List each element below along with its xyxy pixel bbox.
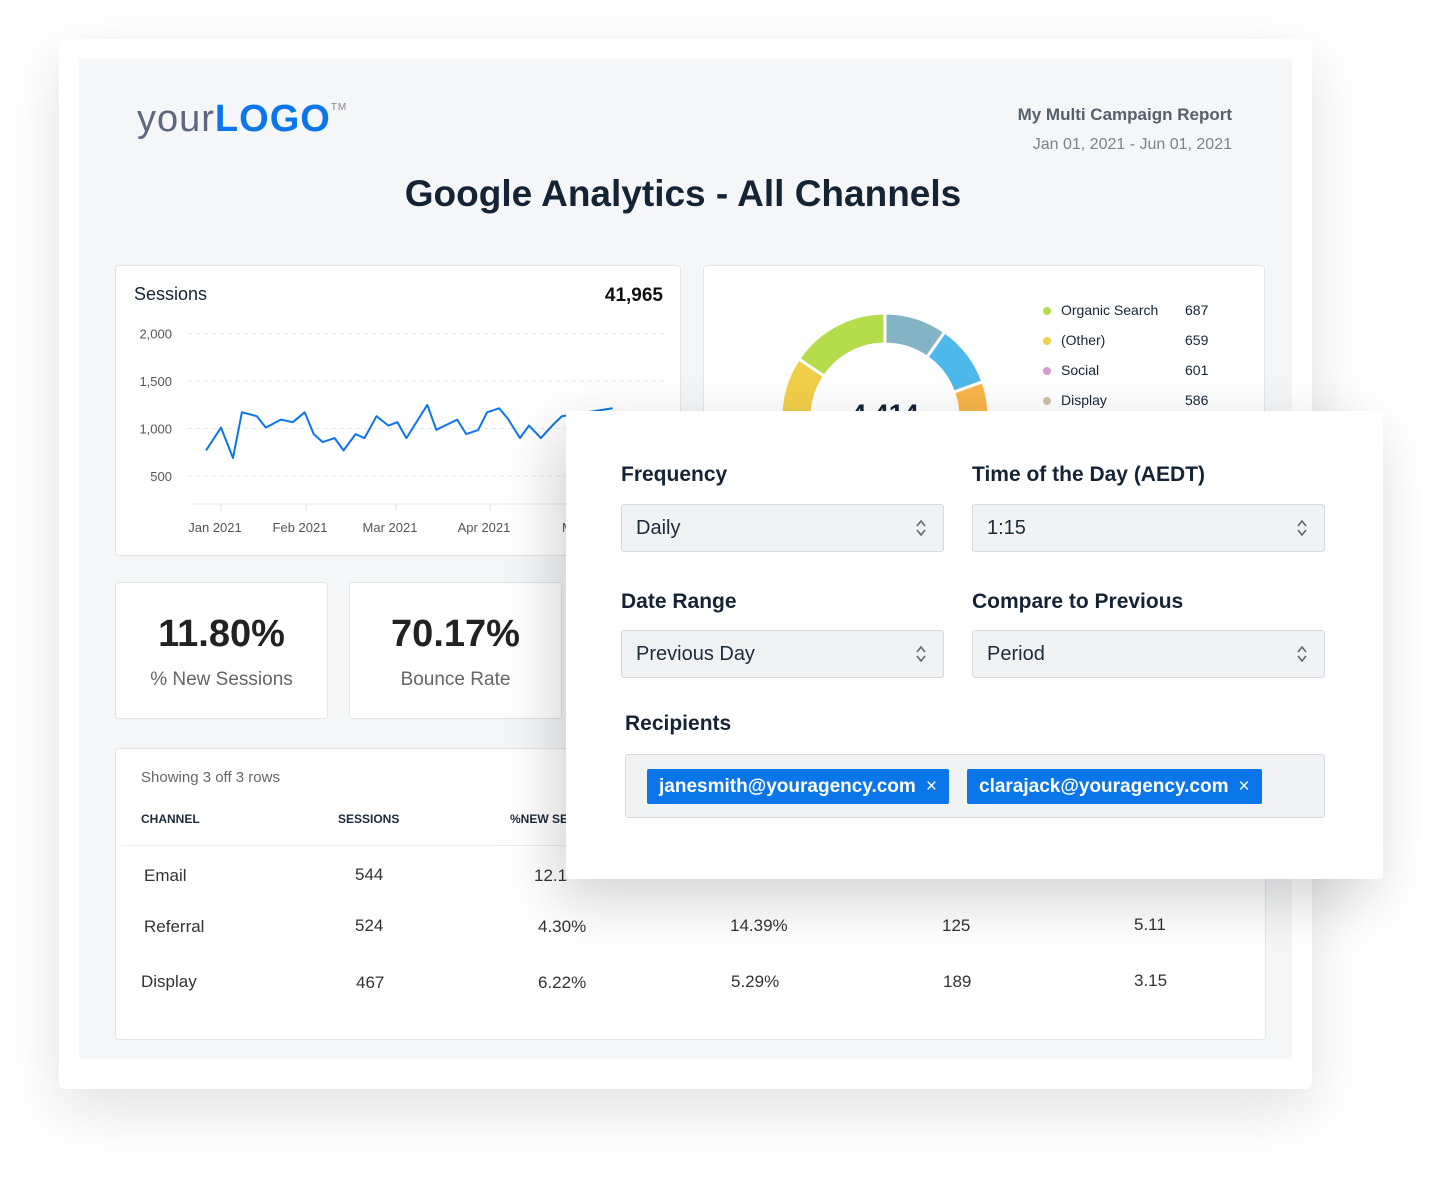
y-tick-label: 1,000 — [139, 422, 172, 437]
page-title: Google Analytics - All Channels — [404, 173, 962, 214]
legend-item: Display 586 — [1043, 392, 1208, 408]
legend-label: Organic Search — [1061, 302, 1159, 318]
frequency-label: Frequency — [621, 463, 728, 486]
cell-channel: Referral — [144, 917, 205, 936]
recipient-email: janesmith@youragency.com — [659, 776, 916, 797]
sessions-line-chart: 2,000 1,500 1,000 500 Jan 2021 Feb 2021 Mar 20… — [139, 327, 664, 535]
sessions-label: Sessions — [134, 284, 208, 304]
cell-bounce-rate: 14.39% — [730, 916, 788, 935]
legend-item: Organic Search 687 — [1043, 302, 1208, 318]
cell-new-sessions: 4.30% — [538, 917, 587, 936]
y-tick-label: 1,500 — [139, 374, 172, 389]
cell-channel: Email — [144, 866, 187, 885]
recipient-email: clarajack@youragency.com — [979, 776, 1229, 797]
logo-tm: TM — [330, 102, 348, 113]
legend-item: (Other) 659 — [1043, 332, 1208, 348]
kpi-value: 11.80% — [158, 613, 285, 655]
remove-recipient-icon[interactable]: × — [925, 776, 937, 797]
compare-label: Compare to Previous — [972, 590, 1184, 613]
cell-new-sessions: 6.22% — [538, 973, 587, 992]
time-label: Time of the Day (AEDT) — [972, 463, 1205, 486]
y-tick-label: 2,000 — [139, 327, 172, 342]
kpi-value: 70.17% — [391, 613, 520, 655]
date-range-label: Date Range — [621, 590, 737, 613]
kpi-label: Bounce Rate — [400, 669, 511, 690]
y-tick-label: 500 — [150, 469, 172, 484]
recipient-chip: clarajack@youragency.com × — [967, 769, 1262, 804]
cell-sessions: 467 — [356, 973, 385, 992]
kpi-new-sessions: 11.80% % New Sessions — [115, 582, 328, 719]
select-chevron-icon — [1297, 519, 1307, 537]
legend-label: (Other) — [1061, 332, 1106, 348]
donut-segment — [796, 311, 887, 379]
sessions-line — [205, 403, 613, 459]
legend-label: Social — [1061, 362, 1100, 378]
recipients-label: Recipients — [625, 712, 732, 735]
cell-value: 125 — [942, 916, 971, 935]
column-header-channel[interactable]: CHANNEL — [141, 812, 200, 826]
cell-value: 3.15 — [1134, 971, 1168, 990]
cell-value: 189 — [943, 972, 972, 991]
legend-value: 659 — [1185, 332, 1209, 348]
logo: yourLOGOTM — [137, 98, 347, 141]
compare-select[interactable]: Period — [972, 630, 1325, 678]
cell-bounce-rate: 5.29% — [731, 972, 780, 991]
cell-sessions: 544 — [355, 865, 384, 884]
cell-new-sessions: 12.1 — [534, 866, 568, 885]
cell-channel: Display — [141, 972, 197, 991]
time-value: 1:15 — [987, 517, 1026, 539]
kpi-bounce-rate: 70.17% Bounce Rate — [349, 582, 562, 719]
cell-value: 5.11 — [1134, 915, 1166, 934]
remove-recipient-icon[interactable]: × — [1238, 776, 1250, 797]
x-tick-label: Apr 2021 — [458, 520, 511, 535]
x-tick-label: Mar 2021 — [363, 520, 418, 535]
legend-value: 601 — [1185, 362, 1209, 378]
legend-dot-icon — [1043, 367, 1051, 375]
recipient-chip: janesmith@youragency.com × — [647, 769, 949, 804]
legend-value: 586 — [1185, 392, 1209, 408]
compare-value: Period — [987, 643, 1045, 665]
date-range-value: Previous Day — [636, 643, 755, 665]
logo-text: your — [137, 98, 215, 140]
report-title: My Multi Campaign Report — [1017, 105, 1232, 124]
select-chevron-icon — [916, 519, 926, 537]
column-header-sessions[interactable]: SESSIONS — [338, 812, 400, 826]
x-tick-label: Jan 2021 — [188, 520, 242, 535]
cell-sessions: 524 — [355, 916, 384, 935]
legend-dot-icon — [1043, 337, 1051, 345]
time-select[interactable]: 1:15 — [972, 504, 1325, 552]
legend-label: Display — [1061, 392, 1107, 408]
date-range-select[interactable]: Previous Day — [621, 630, 944, 678]
frequency-select[interactable]: Daily — [621, 504, 944, 552]
frequency-value: Daily — [636, 517, 681, 539]
column-header-new-sessions[interactable]: %NEW SE — [510, 812, 569, 826]
sessions-total: 41,965 — [604, 285, 663, 306]
legend-value: 687 — [1185, 302, 1209, 318]
logo-text-bold: LOGO — [214, 98, 331, 140]
recipients-input[interactable]: janesmith@youragency.com × clarajack@your… — [625, 754, 1325, 818]
schedule-report-panel: Frequency Daily Time of the Day (AEDT) 1… — [566, 411, 1383, 879]
x-tick-label: Feb 2021 — [273, 520, 328, 535]
kpi-label: % New Sessions — [150, 669, 293, 690]
legend-dot-icon — [1043, 397, 1051, 405]
select-chevron-icon — [916, 645, 926, 663]
report-date-range: Jan 01, 2021 - Jun 01, 2021 — [1032, 136, 1232, 153]
select-chevron-icon — [1297, 645, 1307, 663]
legend-item: Social 601 — [1043, 362, 1208, 378]
legend-dot-icon — [1043, 307, 1051, 315]
table-row-count: Showing 3 off 3 rows — [141, 769, 280, 786]
